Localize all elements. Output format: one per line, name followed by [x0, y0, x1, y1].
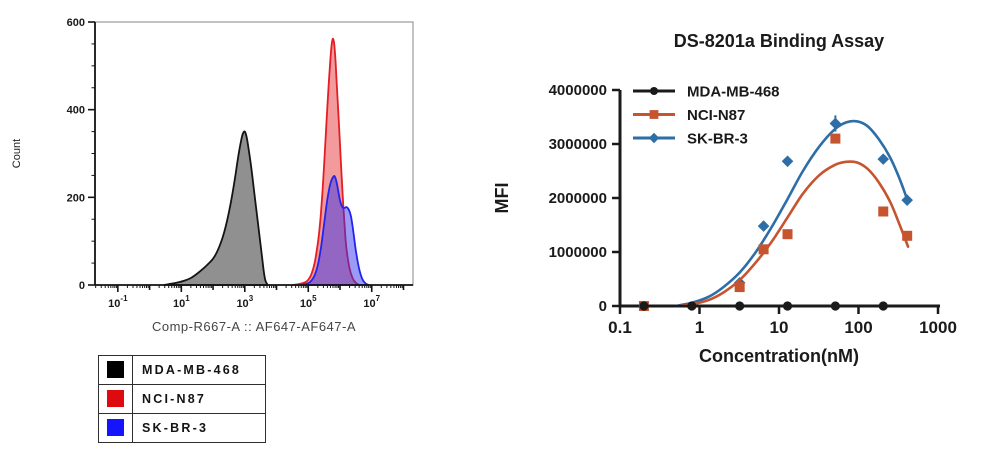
flow-legend-row: MDA-MB-468 — [98, 355, 266, 385]
binding-legend-item: MDA-MB-468 — [633, 84, 780, 101]
legend-label: SK-BR-3 — [687, 131, 748, 148]
diamond-marker — [829, 117, 842, 130]
flow-x-ticks: 10-1 101 103 105 107 — [95, 285, 405, 310]
fit-curve — [677, 160, 910, 308]
diamond-marker — [781, 155, 794, 168]
flow-legend-swatch-cell — [98, 355, 133, 385]
square-marker — [878, 206, 889, 217]
flow-legend-row: SK-BR-3 — [98, 413, 266, 443]
binding-y-tick-label: 2000000 — [549, 190, 607, 207]
flow-legend-swatch — [107, 361, 124, 379]
flow-y-tick-label: 400 — [67, 105, 85, 117]
binding-legend-item: SK-BR-3 — [633, 131, 748, 148]
binding-series-mda-mb-468 — [639, 301, 888, 311]
binding-y-tick-label: 0 — [599, 298, 607, 315]
flow-y-tick-label: 200 — [67, 192, 85, 204]
fit-curve — [674, 119, 910, 308]
circle-marker — [735, 301, 745, 311]
flow-legend-row: NCI-N87 — [98, 384, 266, 414]
diamond-marker — [901, 194, 913, 206]
binding-x-tick-label: 10 — [770, 318, 789, 337]
flow-x-tick-label: 103 — [236, 294, 253, 310]
square-marker — [734, 282, 745, 293]
binding-y-tick-label: 1000000 — [549, 244, 607, 261]
flow-y-tick-label: 600 — [67, 17, 85, 29]
flow-legend-swatch — [107, 419, 124, 437]
binding-x-tick-label: 1000 — [919, 318, 957, 337]
binding-legend: MDA-MB-468 NCI-N87 SK-BR-3 — [633, 84, 780, 148]
legend-label: MDA-MB-468 — [687, 84, 780, 101]
diamond-marker — [648, 132, 660, 144]
square-marker — [782, 229, 793, 240]
binding-legend-item: NCI-N87 — [633, 107, 745, 124]
circle-marker — [830, 301, 840, 311]
flow-x-tick-label: 101 — [173, 294, 190, 310]
circle-marker — [687, 301, 697, 311]
binding-x-tick-label: 100 — [844, 318, 872, 337]
binding-chart-title: DS-8201a Binding Assay — [674, 31, 884, 51]
flow-y-axis-title: Count — [11, 139, 23, 168]
flow-x-tick-label: 10-1 — [108, 294, 128, 310]
circle-marker — [639, 301, 649, 311]
flow-legend-swatch — [107, 390, 124, 408]
square-marker — [649, 110, 659, 119]
square-marker — [830, 133, 841, 144]
legend-label: NCI-N87 — [687, 107, 745, 124]
binding-y-axis-title: MFI — [492, 183, 512, 214]
flow-legend-label: NCI-N87 — [132, 384, 266, 414]
binding-y-tick-label: 3000000 — [549, 136, 607, 153]
square-marker — [902, 230, 913, 241]
binding-y-tick-label: 4000000 — [549, 82, 607, 99]
flow-legend-table: MDA-MB-468 NCI-N87 SK-BR-3 — [98, 355, 266, 443]
flow-population-mda-mb-468 — [162, 130, 269, 286]
flow-legend-swatch-cell — [98, 413, 133, 443]
flow-x-axis-title: Comp-R667-A :: AF647-AF647-A — [152, 319, 356, 334]
binding-x-tick-label: 0.1 — [608, 318, 632, 337]
binding-x-axis-title: Concentration(nM) — [699, 346, 859, 366]
circle-marker — [782, 301, 793, 311]
square-marker — [758, 244, 769, 255]
flow-legend-swatch-cell — [98, 384, 133, 414]
flow-y-ticks: 0 200 400 600 — [67, 17, 95, 292]
diamond-marker — [757, 220, 770, 232]
flow-legend: MDA-MB-468 NCI-N87 SK-BR-3 — [98, 355, 266, 443]
binding-series-nci-n87 — [638, 133, 913, 311]
flow-legend-label: MDA-MB-468 — [132, 355, 266, 385]
binding-x-tick-label: 1 — [695, 318, 704, 337]
flow-population-nci-n87 — [291, 37, 360, 286]
flow-y-tick-label: 0 — [79, 280, 85, 292]
binding-assay-chart: DS-8201a Binding Assay 0 1000000 2000000 300… — [492, 31, 957, 366]
circle-marker — [650, 87, 658, 95]
flow-population-sk-br-3 — [301, 175, 370, 286]
flow-x-tick-label: 105 — [300, 294, 317, 310]
flow-x-tick-label: 107 — [363, 294, 380, 310]
flow-legend-label: SK-BR-3 — [132, 413, 266, 443]
circle-marker — [878, 301, 888, 311]
diamond-marker — [877, 153, 890, 165]
